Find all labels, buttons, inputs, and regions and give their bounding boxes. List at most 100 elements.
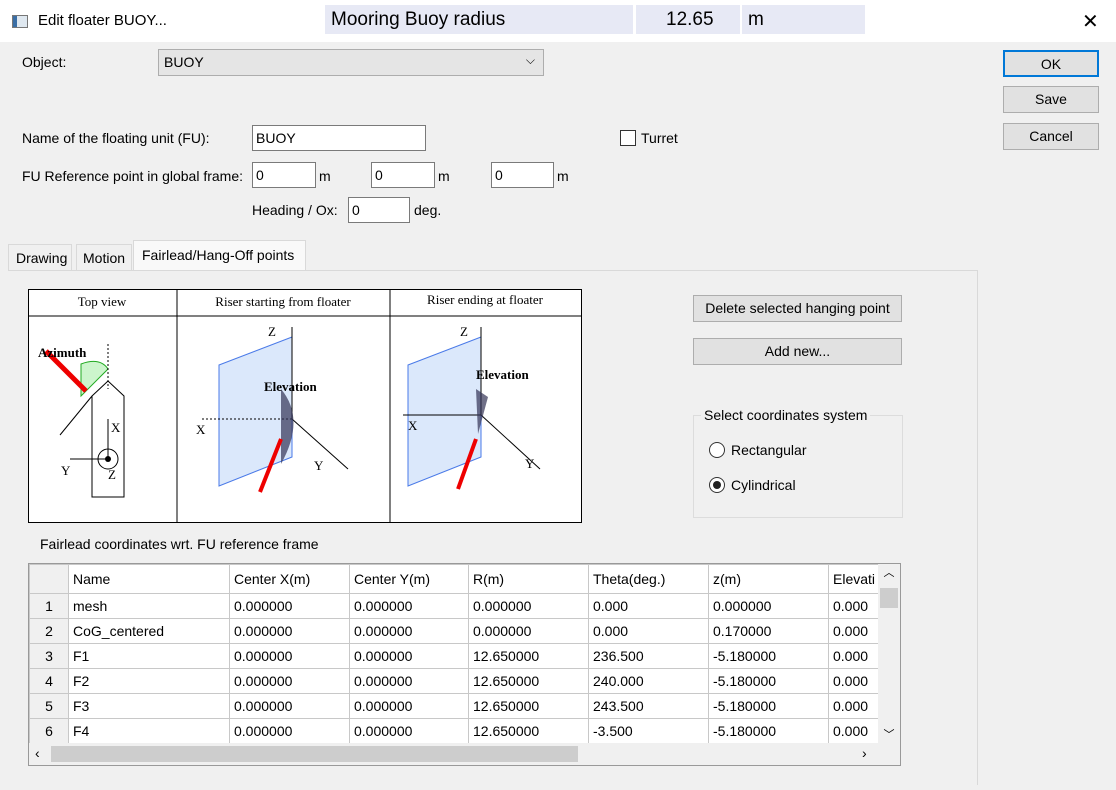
table-cell[interactable]: 0.000 — [828, 643, 880, 669]
table-cell[interactable]: F2 — [68, 668, 230, 694]
table-cell[interactable]: 0.000 — [828, 618, 880, 644]
column-header[interactable]: Elevati — [828, 564, 880, 594]
ref-y-input[interactable]: 0 — [371, 162, 435, 188]
row-number[interactable]: 6 — [29, 718, 69, 744]
close-icon[interactable]: ✕ — [1082, 11, 1099, 33]
table-cell[interactable]: 12.650000 — [468, 718, 589, 744]
table-cell[interactable]: CoG_centered — [68, 618, 230, 644]
table-cell[interactable]: F1 — [68, 643, 230, 669]
horizontal-scrollbar[interactable]: ‹ › — [29, 743, 900, 765]
table-cell[interactable]: 236.500 — [588, 643, 709, 669]
scroll-thumb[interactable] — [51, 746, 578, 762]
table-cell[interactable]: F3 — [68, 693, 230, 719]
add-new-button[interactable]: Add new... — [693, 338, 902, 365]
object-value: BUOY — [164, 54, 204, 70]
z-axis-label: Z — [460, 324, 468, 339]
scroll-up-icon[interactable]: ︿ — [883, 567, 895, 579]
tab-fairlead[interactable]: Fairlead/Hang-Off points — [133, 240, 306, 271]
cylindrical-label: Cylindrical — [731, 477, 796, 493]
table-cell[interactable]: 0.000000 — [229, 718, 350, 744]
table-cell[interactable]: 0.000 — [828, 668, 880, 694]
table-cell[interactable]: 0.000000 — [349, 668, 469, 694]
table-row[interactable]: 5 F3 0.000000 0.000000 12.650000 243.500 -5.18… — [29, 693, 880, 719]
table-cell[interactable]: 12.650000 — [468, 693, 589, 719]
delete-hanging-point-button[interactable]: Delete selected hanging point — [693, 295, 902, 322]
x-axis-label: X — [408, 418, 418, 433]
turret-checkbox[interactable] — [620, 130, 636, 146]
column-header[interactable]: Center X(m) — [229, 564, 350, 594]
overlay-value: 12.65 — [636, 5, 740, 34]
ok-button[interactable]: OK — [1003, 50, 1099, 77]
table-cell[interactable]: -5.180000 — [708, 643, 829, 669]
row-number[interactable]: 1 — [29, 593, 69, 619]
table-cell[interactable]: 0.000000 — [229, 593, 350, 619]
object-select[interactable]: BUOY ⌵ — [158, 49, 544, 76]
tab-drawing[interactable]: Drawing — [8, 244, 72, 270]
table-cell[interactable]: 0.000000 — [229, 693, 350, 719]
ref-x-input[interactable]: 0 — [252, 162, 316, 188]
table-cell[interactable]: 0.000000 — [349, 593, 469, 619]
table-cell[interactable]: 0.000 — [828, 593, 880, 619]
scroll-right-icon[interactable]: › — [862, 745, 867, 761]
table-cell[interactable]: 0.000000 — [349, 718, 469, 744]
fairlead-table[interactable]: Name Center X(m) Center Y(m) R(m) Theta(… — [28, 563, 901, 766]
column-header[interactable]: Theta(deg.) — [588, 564, 709, 594]
table-cell[interactable]: -5.180000 — [708, 693, 829, 719]
column-header[interactable]: Name — [68, 564, 230, 594]
column-header[interactable]: z(m) — [708, 564, 829, 594]
column-header[interactable]: Center Y(m) — [349, 564, 469, 594]
table-cell[interactable]: 0.000000 — [229, 668, 350, 694]
vertical-scrollbar[interactable]: ︿ ﹀ — [878, 564, 900, 744]
table-cell[interactable]: 0.000000 — [349, 693, 469, 719]
table-row[interactable]: 2 CoG_centered 0.000000 0.000000 0.000000 0.0… — [29, 618, 880, 644]
scroll-thumb[interactable] — [880, 588, 898, 608]
table-cell[interactable]: 0.000000 — [349, 618, 469, 644]
scroll-down-icon[interactable]: ﹀ — [883, 729, 895, 741]
table-cell[interactable]: 0.000 — [828, 718, 880, 744]
x-axis-label: X — [111, 420, 121, 435]
table-cell[interactable]: 0.000000 — [468, 593, 589, 619]
table-cell[interactable]: 0.000 — [588, 593, 709, 619]
y-axis-label: Y — [314, 458, 324, 473]
table-cell[interactable]: 0.000000 — [229, 618, 350, 644]
ref-z-input[interactable]: 0 — [491, 162, 554, 188]
table-cell[interactable]: 0.000 — [588, 618, 709, 644]
table-cell[interactable]: 12.650000 — [468, 668, 589, 694]
row-number[interactable]: 4 — [29, 668, 69, 694]
fu-name-input[interactable]: BUOY — [252, 125, 426, 151]
save-button[interactable]: Save — [1003, 86, 1099, 113]
table-cell[interactable]: mesh — [68, 593, 230, 619]
table-cell[interactable]: -5.180000 — [708, 718, 829, 744]
cancel-button[interactable]: Cancel — [1003, 123, 1099, 150]
row-number[interactable]: 5 — [29, 693, 69, 719]
row-number[interactable]: 2 — [29, 618, 69, 644]
table-cell[interactable]: -5.180000 — [708, 668, 829, 694]
table-row[interactable]: 3 F1 0.000000 0.000000 12.650000 236.500 -5.18… — [29, 643, 880, 669]
table-cell[interactable]: 0.000000 — [468, 618, 589, 644]
table-row[interactable]: 4 F2 0.000000 0.000000 12.650000 240.000 -5.18… — [29, 668, 880, 694]
elevation-label: Elevation — [476, 367, 529, 382]
table-cell[interactable]: 240.000 — [588, 668, 709, 694]
overlay-label: Mooring Buoy radius — [325, 5, 633, 34]
table-cell[interactable]: 0.000000 — [229, 643, 350, 669]
table-cell[interactable]: 12.650000 — [468, 643, 589, 669]
column-header[interactable]: R(m) — [468, 564, 589, 594]
cylindrical-radio[interactable] — [709, 477, 725, 493]
table-cell[interactable]: 0.000 — [828, 693, 880, 719]
riser-start-drawing: Z Elevation X Y — [196, 324, 349, 493]
heading-unit: deg. — [414, 202, 442, 218]
table-cell[interactable]: 243.500 — [588, 693, 709, 719]
table-cell[interactable]: 0.000000 — [349, 643, 469, 669]
row-number[interactable]: 3 — [29, 643, 69, 669]
table-caption: Fairlead coordinates wrt. FU reference f… — [40, 536, 319, 552]
table-cell[interactable]: F4 — [68, 718, 230, 744]
table-cell[interactable]: -3.500 — [588, 718, 709, 744]
heading-input[interactable]: 0 — [348, 197, 410, 223]
table-row[interactable]: 1 mesh 0.000000 0.000000 0.000000 0.000 0.0000… — [29, 593, 880, 619]
table-cell[interactable]: 0.000000 — [708, 593, 829, 619]
scroll-left-icon[interactable]: ‹ — [35, 745, 40, 761]
tab-motion[interactable]: Motion — [76, 244, 132, 270]
table-cell[interactable]: 0.170000 — [708, 618, 829, 644]
rectangular-radio[interactable] — [709, 442, 725, 458]
table-row[interactable]: 6 F4 0.000000 0.000000 12.650000 -3.500 -5.180… — [29, 718, 880, 744]
